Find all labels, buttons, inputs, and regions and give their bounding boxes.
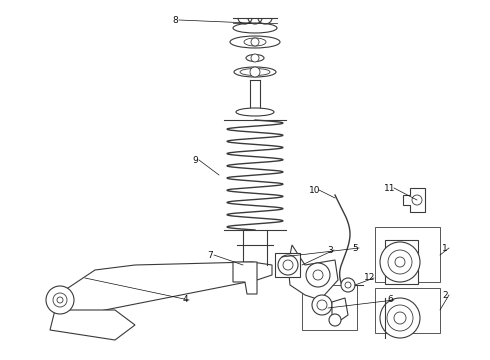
Circle shape	[251, 38, 259, 46]
Polygon shape	[332, 298, 348, 322]
Text: 6: 6	[387, 296, 393, 305]
Ellipse shape	[234, 67, 276, 77]
Text: 1: 1	[442, 243, 448, 252]
Circle shape	[57, 297, 63, 303]
Circle shape	[412, 195, 422, 205]
Circle shape	[345, 282, 351, 288]
Text: 9: 9	[192, 156, 198, 165]
Circle shape	[313, 270, 323, 280]
Text: 3: 3	[327, 246, 333, 255]
Ellipse shape	[246, 54, 264, 62]
Bar	[302, 285, 357, 330]
Circle shape	[278, 255, 298, 275]
Text: 12: 12	[364, 274, 376, 283]
Text: 8: 8	[172, 15, 178, 24]
Ellipse shape	[230, 36, 280, 48]
Polygon shape	[233, 262, 257, 294]
Polygon shape	[403, 188, 425, 212]
Text: 5: 5	[352, 243, 358, 252]
Circle shape	[341, 278, 355, 292]
Text: 7: 7	[207, 251, 213, 260]
Circle shape	[250, 67, 260, 77]
Polygon shape	[288, 245, 338, 300]
Circle shape	[46, 286, 74, 314]
Text: 11: 11	[384, 184, 396, 193]
Circle shape	[388, 250, 412, 274]
Circle shape	[312, 295, 332, 315]
Circle shape	[394, 312, 406, 324]
Circle shape	[329, 314, 341, 326]
Ellipse shape	[233, 23, 277, 33]
Circle shape	[251, 54, 259, 62]
Circle shape	[387, 305, 413, 331]
Text: 4: 4	[182, 296, 188, 305]
Circle shape	[53, 293, 67, 307]
Ellipse shape	[240, 68, 270, 76]
Circle shape	[395, 257, 405, 267]
Text: 2: 2	[442, 291, 448, 300]
Bar	[375, 288, 440, 333]
Polygon shape	[55, 262, 272, 317]
Ellipse shape	[236, 108, 274, 116]
Circle shape	[317, 300, 327, 310]
Bar	[375, 227, 440, 282]
Circle shape	[380, 242, 420, 282]
Circle shape	[283, 260, 293, 270]
Polygon shape	[385, 240, 418, 284]
Circle shape	[306, 263, 330, 287]
Polygon shape	[50, 310, 135, 340]
Polygon shape	[275, 253, 300, 277]
Ellipse shape	[244, 38, 266, 46]
Circle shape	[380, 298, 420, 338]
Text: 10: 10	[309, 185, 321, 194]
